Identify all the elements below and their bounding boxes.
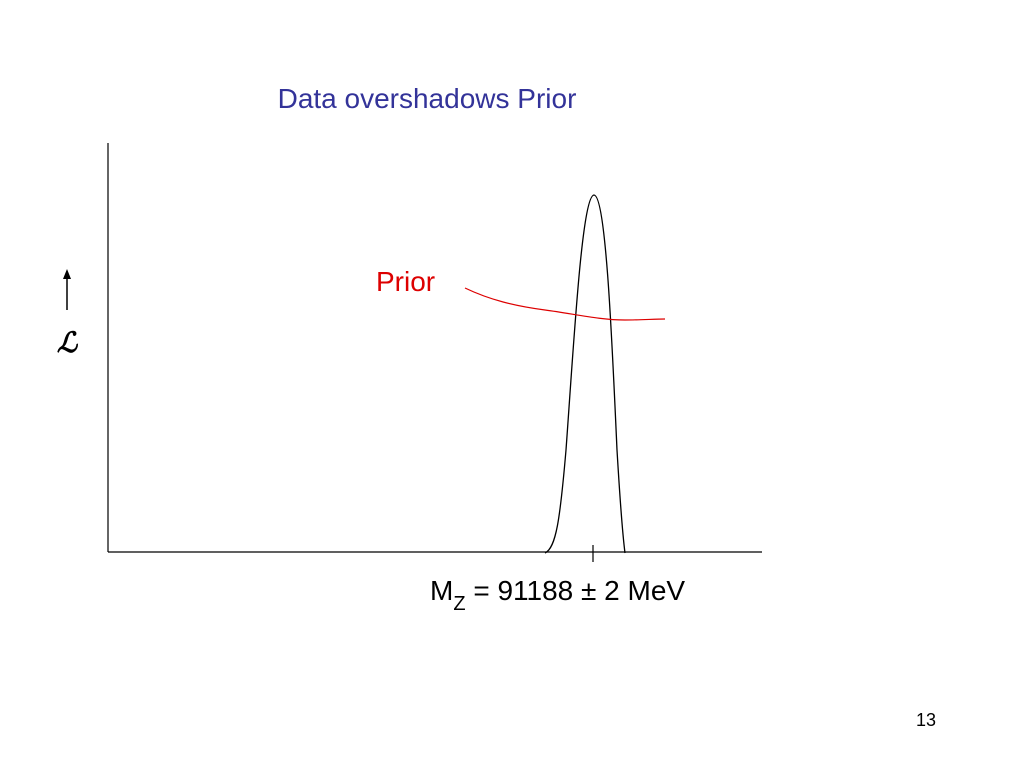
x-label-sub: Z (453, 593, 465, 615)
prior-label: Prior (376, 266, 435, 297)
y-axis-symbol: ℒ (57, 327, 79, 358)
prior-curve (464, 287, 666, 321)
x-label-rest: = 91188 ± 2 MeV (466, 575, 686, 606)
slide-title: Data overshadows Prior (278, 83, 577, 114)
likelihood-curve (544, 194, 626, 554)
x-label-main: M (430, 575, 453, 606)
x-axis-label: MZ = 91188 ± 2 MeV (430, 575, 685, 615)
y-arrow-head (63, 269, 71, 279)
page-number: 13 (916, 710, 936, 730)
